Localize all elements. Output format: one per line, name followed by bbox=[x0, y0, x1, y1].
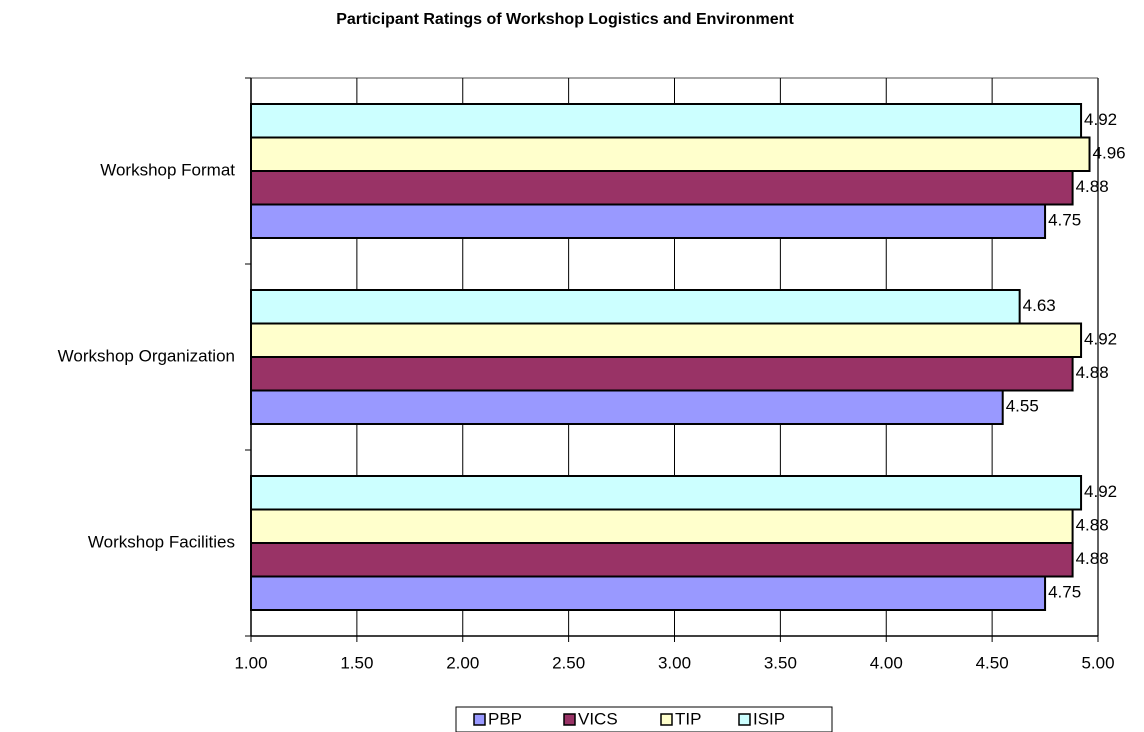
bar bbox=[250, 103, 1083, 139]
data-label: 4.75 bbox=[1048, 211, 1081, 230]
bar bbox=[250, 289, 1021, 325]
bar bbox=[250, 475, 1083, 511]
x-tick-label: 5.00 bbox=[1081, 653, 1114, 672]
x-tick-label: 3.50 bbox=[764, 653, 797, 672]
data-label: 4.88 bbox=[1076, 363, 1109, 382]
bar bbox=[250, 508, 1074, 544]
bar bbox=[250, 136, 1091, 172]
bar bbox=[250, 170, 1074, 206]
x-tick-label: 3.00 bbox=[658, 653, 691, 672]
legend-label: PBP bbox=[488, 709, 522, 728]
data-label: 4.88 bbox=[1076, 516, 1109, 535]
legend-label: VICS bbox=[578, 709, 618, 728]
y-tick-label: Workshop Facilities bbox=[88, 532, 235, 551]
legend-box bbox=[455, 706, 833, 732]
chart-title: Participant Ratings of Workshop Logistic… bbox=[336, 11, 794, 28]
data-label: 4.88 bbox=[1076, 177, 1109, 196]
data-label: 4.75 bbox=[1048, 583, 1081, 602]
legend-swatch bbox=[660, 713, 673, 726]
bar bbox=[250, 542, 1074, 578]
legend-swatch bbox=[473, 713, 486, 726]
bar bbox=[250, 356, 1074, 392]
bar bbox=[250, 203, 1047, 239]
legend-label: TIP bbox=[675, 709, 701, 728]
legend-swatch bbox=[563, 713, 576, 726]
legend-swatch bbox=[738, 713, 751, 726]
y-tick-label: Workshop Format bbox=[100, 160, 235, 179]
data-label: 4.88 bbox=[1076, 549, 1109, 568]
bar bbox=[250, 575, 1047, 611]
x-tick-label: 4.50 bbox=[976, 653, 1009, 672]
x-tick-label: 1.50 bbox=[340, 653, 373, 672]
legend-label: ISIP bbox=[753, 709, 785, 728]
x-tick-label: 1.00 bbox=[234, 653, 267, 672]
bar bbox=[250, 389, 1004, 425]
x-tick-label: 2.00 bbox=[446, 653, 479, 672]
x-tick-label: 4.00 bbox=[870, 653, 903, 672]
data-label: 4.63 bbox=[1023, 296, 1056, 315]
data-label: 4.96 bbox=[1093, 144, 1126, 163]
bar bbox=[250, 322, 1083, 358]
y-tick-label: Workshop Organization bbox=[58, 346, 235, 365]
data-label: 4.92 bbox=[1084, 110, 1117, 129]
data-label: 4.92 bbox=[1084, 330, 1117, 349]
data-label: 4.92 bbox=[1084, 482, 1117, 501]
data-label: 4.55 bbox=[1006, 397, 1039, 416]
x-tick-label: 2.50 bbox=[552, 653, 585, 672]
